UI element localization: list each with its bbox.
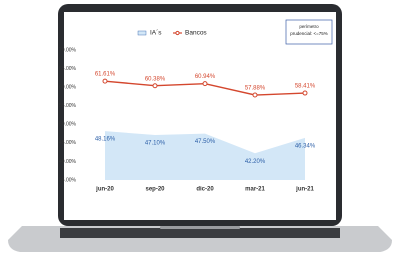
value-label: 46.34% (295, 143, 316, 149)
value-label: 47.50% (195, 139, 216, 145)
hinge (160, 226, 240, 229)
value-label: 58.41% (295, 84, 316, 90)
y-tick-label: 40.00% (59, 159, 77, 165)
value-label: 60.38% (145, 76, 166, 82)
value-label: 48.16% (95, 137, 116, 143)
y-tick-label: 50.00% (59, 122, 77, 128)
y-tick-label: 35.00% (59, 177, 77, 183)
x-tick-label: mar-21 (245, 187, 265, 193)
y-tick-label: 45.00% (59, 140, 77, 146)
legend-label: IA´s (150, 30, 162, 37)
y-tick-label: 55.00% (59, 103, 77, 109)
chart: perímetro prudencial: <=75% 35.00% 40.00%… (0, 0, 399, 263)
marker (153, 84, 157, 88)
value-label: 60.94% (195, 74, 216, 80)
x-tick-label: dic-20 (196, 187, 214, 193)
x-tick-label: jun-20 (95, 187, 114, 193)
marker (203, 82, 207, 86)
x-tick-label: jun-21 (295, 187, 314, 193)
y-tick-label: 70.00% (59, 47, 77, 53)
y-tick-label: 65.00% (59, 66, 77, 72)
value-label: 42.20% (245, 159, 266, 165)
y-tick-label: 60.00% (59, 84, 77, 90)
x-tick-label: sep-20 (145, 187, 165, 193)
keyboard (60, 228, 340, 238)
value-label: 61.61% (95, 72, 116, 78)
marker (103, 79, 107, 83)
annotation: prudencial: <=75% (290, 31, 328, 36)
annotation: perímetro (299, 24, 319, 29)
legend-label: Bancos (185, 30, 207, 37)
value-label: 57.88% (245, 86, 266, 92)
legend-marker (176, 31, 179, 34)
page: {"chart_data": {"type": "line", "categor… (0, 0, 399, 263)
marker (303, 91, 307, 95)
marker (253, 93, 257, 97)
legend-swatch (138, 31, 146, 35)
value-label: 47.10% (145, 141, 166, 147)
